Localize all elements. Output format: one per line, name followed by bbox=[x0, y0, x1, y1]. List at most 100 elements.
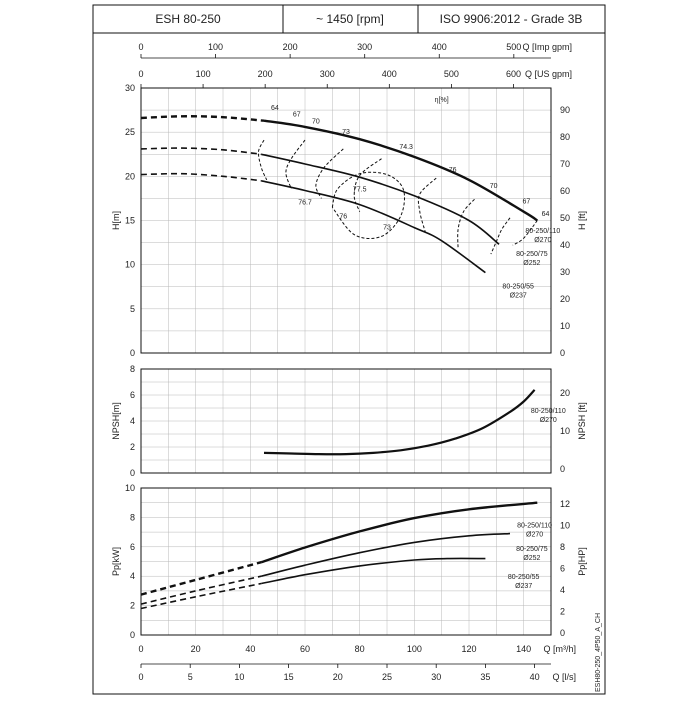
x-tick-label-m3h: 140 bbox=[516, 644, 531, 654]
head-series-dashed bbox=[140, 147, 262, 156]
power-series-line bbox=[261, 532, 511, 577]
power-ytick-right-label: 8 bbox=[560, 542, 565, 552]
imp-gpm-tick-label: 500 bbox=[506, 42, 521, 52]
x-tick-label-ls: 20 bbox=[333, 672, 343, 682]
power-ytick-label: 8 bbox=[130, 512, 135, 522]
iso-efficiency-loop bbox=[331, 171, 406, 239]
power-ytick-right-label: 2 bbox=[560, 607, 565, 617]
power-curve-diameter: Ø237 bbox=[515, 583, 532, 590]
head-ytick-right-label: 30 bbox=[560, 267, 570, 277]
npsh-ytick-right-label: 10 bbox=[560, 426, 570, 436]
head-curve-diameter: Ø237 bbox=[510, 293, 527, 300]
x-tick-label-ls: 10 bbox=[234, 672, 244, 682]
npsh-chart: 0 2 4 6 8 0 10 20 NPSH[m] NPSH [ft] 80-250/110 Ø270 bbox=[111, 364, 587, 478]
npsh-curve-label: 80-250/110 bbox=[531, 408, 566, 415]
power-plot-frame bbox=[140, 487, 552, 636]
power-ytick-right-label: 12 bbox=[560, 499, 570, 509]
head-ytick-right-label: 90 bbox=[560, 105, 570, 115]
head-ytick-label: 0 bbox=[130, 348, 135, 358]
iso-efficiency-curve bbox=[285, 139, 306, 189]
imp-gpm-tick-label: 200 bbox=[283, 42, 298, 52]
power-ytick-right-label: 6 bbox=[560, 564, 565, 574]
head-ytick-label: 25 bbox=[125, 127, 135, 137]
efficiency-label: 64 bbox=[271, 105, 279, 112]
x-tick-label-m3h: 80 bbox=[355, 644, 365, 654]
x-tick-label-ls: 0 bbox=[138, 672, 143, 682]
x-tick-label-ls: 25 bbox=[382, 672, 392, 682]
us-gpm-tick-label: 400 bbox=[382, 69, 397, 79]
us-gpm-tick-label: 100 bbox=[196, 69, 211, 79]
power-curve-label: 80-250/55 bbox=[508, 574, 540, 581]
power-series-dashed bbox=[140, 575, 262, 605]
x-tick-label-m3h: 20 bbox=[191, 644, 201, 654]
x-tick-label-m3h: 60 bbox=[300, 644, 310, 654]
iso-efficiency-curve bbox=[315, 148, 344, 199]
npsh-ytick-label: 2 bbox=[130, 442, 135, 452]
head-ytick-right-label: 70 bbox=[560, 159, 570, 169]
head-curve-diameter: Ø270 bbox=[534, 237, 551, 244]
x-tick-label-m3h: 40 bbox=[245, 644, 255, 654]
imp-gpm-tick-label: 100 bbox=[208, 42, 223, 52]
power-ytick-right-label: 10 bbox=[560, 521, 570, 531]
iso-efficiency-curve bbox=[512, 220, 538, 246]
power-series-line bbox=[261, 557, 486, 585]
power-series-dashed bbox=[140, 582, 262, 610]
iso-efficiency-curve bbox=[257, 139, 268, 181]
us-gpm-tick-label: 200 bbox=[258, 69, 273, 79]
efficiency-unit-label: η[%] bbox=[435, 97, 449, 104]
power-curve-label: 80-250/75 bbox=[516, 546, 548, 553]
npsh-series-line bbox=[263, 389, 536, 456]
efficiency-label: 67 bbox=[293, 111, 301, 118]
head-ylabel: H[m] bbox=[111, 211, 121, 230]
sheet-frame bbox=[92, 32, 606, 695]
efficiency-label: 70 bbox=[490, 183, 498, 190]
x-tick-label-m3h: 0 bbox=[138, 644, 143, 654]
head-ytick-label: 30 bbox=[125, 83, 135, 93]
power-ytick-label: 4 bbox=[130, 571, 135, 581]
npsh-ylabel: NPSH[m] bbox=[111, 402, 121, 440]
x-tick-label-ls: 15 bbox=[284, 672, 294, 682]
head-series-line bbox=[261, 153, 500, 245]
iso-efficiency-curve bbox=[457, 198, 475, 249]
x-tick-label-m3h: 120 bbox=[461, 644, 476, 654]
x-axis-label-ls: Q [l/s] bbox=[552, 672, 576, 682]
iso-efficiency-curve bbox=[490, 217, 511, 255]
power-curve-diameter: Ø252 bbox=[523, 555, 540, 562]
npsh-plot-frame bbox=[140, 368, 552, 474]
us-gpm-tick-label: 600 bbox=[506, 69, 521, 79]
x-tick-label-ls: 5 bbox=[188, 672, 193, 682]
power-curve-diameter: Ø270 bbox=[526, 532, 543, 539]
header-speed: ~ 1450 [rpm] bbox=[316, 12, 384, 26]
header-standard: ISO 9906:2012 - Grade 3B bbox=[440, 12, 583, 26]
head-ytick-right-label: 80 bbox=[560, 132, 570, 142]
x-tick-label-m3h: 100 bbox=[407, 644, 422, 654]
npsh-ytick-label: 8 bbox=[130, 364, 135, 374]
npsh-ytick-right-label: 0 bbox=[560, 464, 565, 474]
efficiency-label: 73 bbox=[383, 224, 391, 231]
npsh-ytick-right-label: 20 bbox=[560, 388, 570, 398]
npsh-ylabel-right: NPSH [ft] bbox=[577, 402, 587, 440]
head-curve-label: 80-250/55 bbox=[502, 284, 534, 291]
head-ytick-label: 5 bbox=[130, 304, 135, 314]
power-ytick-label: 2 bbox=[130, 601, 135, 611]
npsh-curve-diameter: Ø270 bbox=[540, 417, 557, 424]
efficiency-label: 76.7 bbox=[298, 200, 312, 207]
x-tick-label-ls: 40 bbox=[530, 672, 540, 682]
head-series-dashed bbox=[140, 172, 262, 182]
head-ytick-label: 15 bbox=[125, 216, 135, 226]
header-model: ESH 80-250 bbox=[155, 12, 221, 26]
head-plot-frame bbox=[140, 87, 552, 354]
power-curve-label: 80-250/110 bbox=[517, 523, 552, 530]
power-ytick-label: 6 bbox=[130, 542, 135, 552]
efficiency-label: 76 bbox=[449, 167, 457, 174]
imp-gpm-axis-label: Q [Imp gpm] bbox=[522, 42, 572, 52]
imp-gpm-tick-label: 400 bbox=[432, 42, 447, 52]
npsh-ytick-label: 6 bbox=[130, 390, 135, 400]
npsh-ytick-label: 0 bbox=[130, 468, 135, 478]
efficiency-label: 64 bbox=[542, 211, 550, 218]
power-ylabel-right: Pp[HP] bbox=[577, 547, 587, 576]
iso-efficiency-curve bbox=[417, 177, 437, 233]
